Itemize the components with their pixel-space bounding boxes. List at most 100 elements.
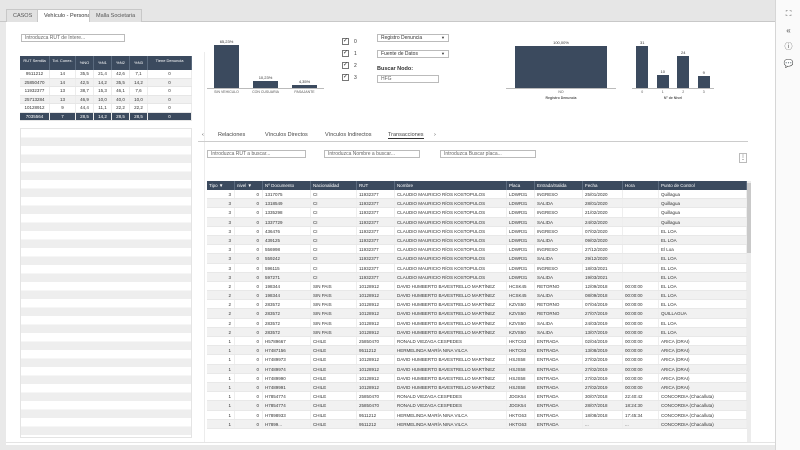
table-row[interactable]: 10128912 9 44,4 11,1 22,2 22,2 0 [20,104,192,113]
table-row[interactable]: 3 0 1317075 CI 11932377 CLAUDIO MAURICIO RÍOS… [207,190,747,200]
table-cell: SIN PAIS [311,309,357,318]
column-header[interactable]: Tipo ▼ [207,181,235,190]
col-rut-semilla[interactable]: RUT Semilla [20,56,50,70]
column-header[interactable]: Placa [507,181,535,190]
table-row[interactable]: 11932377 13 38,7 15,3 46,1 7,6 0 [20,87,192,96]
table-row[interactable]: 1 0 H5789667 CHILE 25850470 RONALD VIEZAGA CE… [207,337,747,347]
comment-icon[interactable]: 💬 [783,59,794,68]
subtab-transacciones[interactable]: Transacciones [388,132,424,139]
table-row[interactable]: 2 0 283572 SIN PAIS 10128912 DAVID HUMBERTO B… [207,300,747,310]
table-cell: 14,2 [94,78,112,86]
table-cell: 18/03/2021 [583,263,623,272]
col-tiene-denuncia[interactable]: Tiene Denuncia [148,56,192,70]
scrollbar-thumb[interactable] [747,183,751,253]
fuente-datos-dropdown[interactable]: Fuente de Datos ▼ [377,50,449,58]
bar-value-label: 10 [660,68,665,74]
table-row[interactable]: 1 0 H7487156 CHILE 9511212 HERMELINDA MARÍA N… [207,346,747,356]
table-cell: DAVID HUMBERTO BAVESTRELLO MARTÍNEZ [395,300,507,309]
chevron-right-icon[interactable]: › [434,132,436,138]
table-row[interactable]: 2 0 198344 SIN PAIS 10128912 DAVID HUMBERTO B… [207,281,747,292]
table-row[interactable]: 3 0 439125 CI 11932377 CLAUDIO MAURICIO RÍOS … [207,235,747,246]
table-row[interactable]: 1 0 H7899... CHILE 9511212 HERMELINDA MARÍA N… [207,419,747,429]
table-row[interactable]: 1 0 H7854774 CHILE 25850470 RONALD VIEZAGA CE… [207,392,747,402]
subtab-relaciones[interactable]: Relaciones [218,132,246,138]
nivel-checkbox[interactable]: ✓ [342,62,349,69]
chart-bar[interactable] [636,46,649,88]
column-header[interactable]: Nombre [395,181,507,190]
table-row[interactable]: 3 0 559242 CI 11932377 CLAUDIO MAURICIO RÍOS … [207,254,747,264]
table-cell: 0 [148,112,192,120]
table-cell: 00:00:00 [623,318,659,327]
table-cell: 28,5 [112,112,130,120]
table-row[interactable]: 2 0 198344 SIN PAIS 10128912 DAVID HUMBERTO B… [207,291,747,301]
col-n3[interactable]: %N3 [130,56,148,70]
column-header[interactable]: Entrada/Salida [535,181,583,190]
chevron-left-icon[interactable]: « [786,26,791,35]
column-header[interactable]: Punto de Control [659,181,747,190]
table-cell [623,208,659,217]
column-header[interactable]: nivel ▼ [235,181,263,190]
buscar-nodo-input[interactable]: HFG [377,75,439,83]
expand-icon[interactable]: ⛶ [785,9,792,18]
col-n0[interactable]: %NO [76,56,94,70]
table-row[interactable]: 3 0 436476 CI 11932377 CLAUDIO MAURICIO RÍOS … [207,226,747,236]
table-scrollbar[interactable] [747,181,751,443]
table-row[interactable]: 1 0 H7489973 CHILE 10128912 DAVID HUMBERTO BA… [207,355,747,365]
nivel-checkbox[interactable]: ✓ [342,50,349,57]
rut-search-input[interactable]: Introduzca RUT de Intere... [21,34,125,42]
nivel-checkbox[interactable]: ✓ [342,38,349,45]
table-cell: 0 [235,355,263,364]
info-icon[interactable]: ⓘ [784,42,793,51]
column-header[interactable]: Fecha [583,181,623,190]
chevron-left-icon[interactable]: ‹ [202,132,204,138]
table-cell: KZVS50 [507,318,535,327]
subtab-vinculos-indirectos[interactable]: Vínculos Indirectos [325,132,372,138]
column-header[interactable]: Hora [623,181,659,190]
table-cell: DAVID HUMBERTO BAVESTRELLO MARTÍNEZ [395,373,507,382]
table-row[interactable]: 2 0 283572 SIN PAIS 10128912 DAVID HUMBERTO B… [207,327,747,337]
table-row[interactable]: 3 0 556998 CI 11932377 CLAUDIO MAURICIO RÍOS … [207,245,747,255]
table-row[interactable]: 25713284 13 46,9 10,0 40,0 10,0 0 [20,95,192,104]
chart-bar[interactable] [656,74,669,88]
table-row[interactable]: 3 0 1337729 CI 11932377 CLAUDIO MAURICIO RÍOS… [207,217,747,227]
nombre-filter-input[interactable]: Introduzca Nombre a buscar... [324,150,420,158]
table-row[interactable]: 1 0 H7489991 CHILE 10128912 DAVID HUMBERTO BA… [207,382,747,393]
table-row[interactable]: 3 0 1335298 CI 11932377 CLAUDIO MAURICIO RÍOS… [207,208,747,218]
table-row[interactable]: 2 0 283572 SIN PAIS 10128912 DAVID HUMBERTO B… [207,309,747,319]
column-header[interactable]: RUT [357,181,395,190]
chart-bar[interactable] [214,45,239,88]
table-row[interactable]: 3 0 1318549 CI 11932377 CLAUDIO MAURICIO RÍOS… [207,199,747,209]
subtab-vinculos-directos[interactable]: Vínculos Directos [265,132,308,138]
table-row[interactable]: 3 0 597271 CI 11932377 CLAUDIO MAURICIO RÍOS … [207,272,747,282]
col-n1[interactable]: %N1 [94,56,112,70]
table-row[interactable]: 2 0 283572 SIN PAIS 10128912 DAVID HUMBERTO B… [207,318,747,328]
table-row[interactable]: 1 0 H7489990 CHILE 10128912 DAVID HUMBERTO BA… [207,373,747,383]
column-header[interactable]: Nacionalidad [311,181,357,190]
more-vertical-icon[interactable]: ⋮ [739,153,747,163]
table-row[interactable]: 7035564 7 28,5 14,2 28,5 28,5 0 [20,112,192,121]
col-n2[interactable]: %N2 [112,56,130,70]
chart-bar[interactable] [514,46,608,88]
table-cell: 0 [235,235,263,245]
table-row[interactable]: 3 0 596115 CI 11932377 CLAUDIO MAURICIO RÍOS … [207,263,747,273]
table-row[interactable]: 1 0 H7854774 CHILE 25850470 RONALD VIEZAGA CE… [207,401,747,411]
chart-bar[interactable] [677,55,690,88]
registro-denuncia-dropdown[interactable]: Registro Denuncia ▼ [377,34,449,42]
table-row[interactable]: 25850470 14 42,5 14,2 35,5 14,2 0 [20,78,192,87]
table-row[interactable]: 9511212 14 35,5 21,4 42,6 7,1 0 [20,70,192,79]
table-row[interactable]: 1 0 H7489974 CHILE 10128912 DAVID HUMBERTO BA… [207,364,747,374]
tab-malla-societaria[interactable]: Malla Societaria [89,9,143,22]
nivel-checkbox[interactable]: ✓ [342,74,349,81]
table-row[interactable]: 1 0 H7898933 CHILE 9511212 HERMELINDA MARÍA N… [207,410,747,420]
rut-filter-input[interactable]: Introduzca RUT a buscar... [207,150,306,158]
tab-casos[interactable]: CASOS [6,9,40,22]
column-header[interactable]: Nº Documento [263,181,311,190]
table-cell: LDWR31 [507,217,535,226]
chart-bar[interactable] [697,75,710,88]
bar-value-label: 24 [681,49,686,55]
placa-filter-input[interactable]: Introduzca Buscar placa... [440,150,536,158]
chart-bar[interactable] [253,81,278,88]
table-cell: H5789667 [263,337,311,346]
chart-bar[interactable] [292,85,317,88]
col-tot-conex[interactable]: Tot. Conex. [50,56,76,70]
